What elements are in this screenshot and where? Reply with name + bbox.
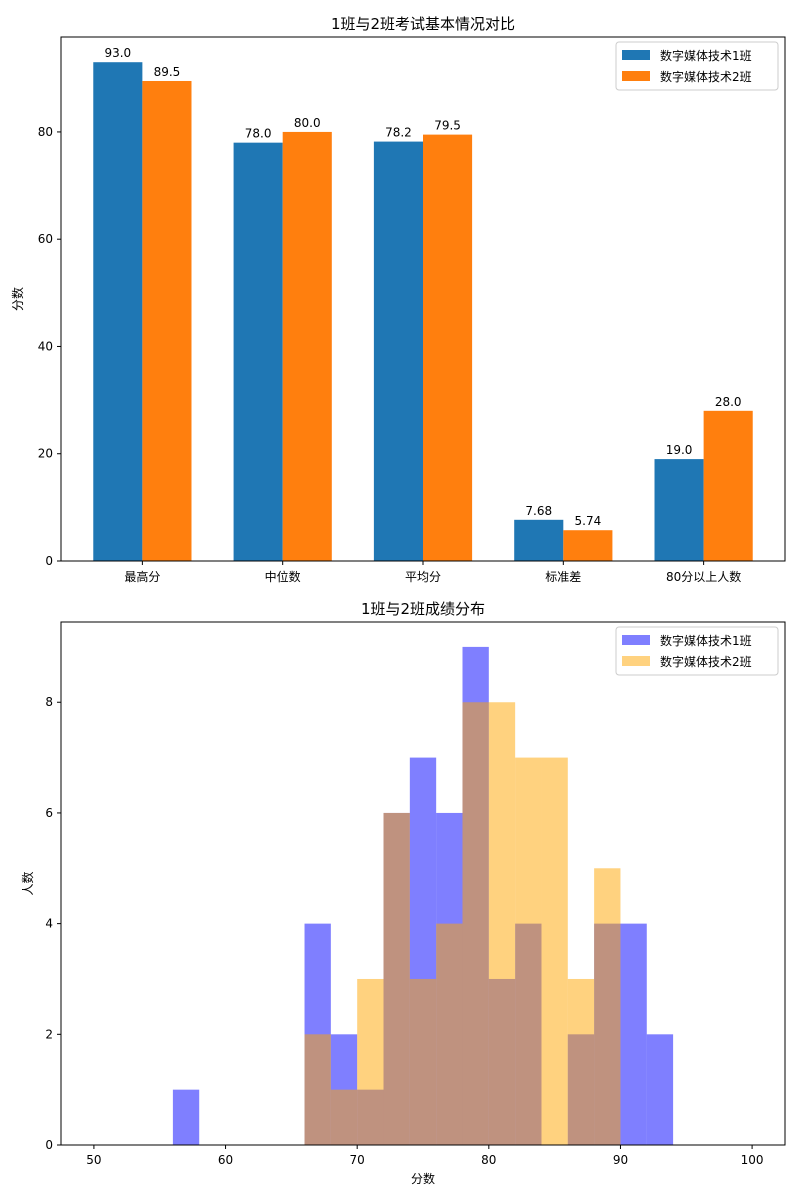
- data-label: 93.0: [104, 46, 131, 60]
- legend-swatch: [622, 71, 650, 81]
- histogram-bar: [515, 757, 542, 1145]
- data-label: 28.0: [715, 395, 742, 409]
- data-label: 78.0: [245, 127, 272, 141]
- legend-label: 数字媒体技术2班: [660, 654, 752, 669]
- y-tick-label: 0: [45, 554, 53, 568]
- axes-frame: [60, 621, 786, 1146]
- legend-box: [615, 626, 779, 676]
- bar: [93, 62, 143, 562]
- histogram-bar: [541, 757, 568, 1145]
- bar: [142, 80, 192, 562]
- histogram-bar: [383, 812, 410, 1145]
- y-tick-label: 20: [38, 447, 53, 461]
- y-tick-label: 8: [45, 695, 53, 709]
- histogram-bar: [567, 978, 595, 1145]
- legend-swatch: [622, 656, 650, 666]
- y-tick-label: 40: [38, 339, 53, 353]
- bar: [703, 410, 753, 561]
- x-tick-label: 最高分: [124, 569, 160, 584]
- bar: [233, 142, 283, 561]
- y-axis-label: 人数: [20, 871, 35, 895]
- data-label: 80.0: [294, 116, 321, 130]
- y-tick-label: 4: [45, 917, 53, 931]
- legend-swatch: [622, 50, 650, 60]
- x-tick-label: 100: [741, 1153, 764, 1167]
- histogram-bar: [330, 1089, 358, 1145]
- legend-label: 数字媒体技术2班: [660, 69, 752, 84]
- bar: [282, 131, 332, 561]
- histogram-bar: [409, 978, 437, 1145]
- bar: [563, 530, 613, 561]
- legend-label: 数字媒体技术1班: [660, 633, 752, 648]
- histogram-bar: [357, 978, 384, 1145]
- bar: [423, 134, 473, 561]
- x-tick-label: 中位数: [265, 569, 301, 584]
- x-tick-label: 80分以上人数: [666, 569, 741, 584]
- histogram-bar: [462, 702, 489, 1145]
- bar: [654, 459, 704, 561]
- data-label: 78.2: [385, 126, 412, 140]
- histogram-bar: [594, 868, 621, 1145]
- x-tick-label: 80: [481, 1153, 496, 1167]
- y-tick-label: 80: [38, 125, 53, 139]
- bar: [373, 141, 423, 562]
- x-tick-label: 90: [613, 1153, 628, 1167]
- histogram-bar: [172, 1089, 200, 1145]
- legend-label: 数字媒体技术1班: [660, 48, 752, 63]
- data-label: 79.5: [434, 119, 461, 133]
- histogram-bar: [620, 923, 647, 1145]
- histogram-bar: [488, 702, 516, 1145]
- y-tick-label: 60: [38, 232, 53, 246]
- x-tick-label: 60: [218, 1153, 233, 1167]
- x-tick-label: 平均分: [405, 570, 441, 584]
- chart-title: 1班与2班成绩分布: [361, 600, 485, 618]
- x-tick-label: 70: [350, 1153, 365, 1167]
- x-tick-label: 标准差: [545, 570, 581, 584]
- data-label: 89.5: [154, 65, 181, 79]
- histogram-bar: [304, 1034, 331, 1145]
- data-label: 5.74: [575, 514, 602, 528]
- y-tick-label: 2: [45, 1027, 53, 1041]
- data-label: 7.68: [525, 504, 552, 518]
- histogram-bar: [436, 923, 463, 1145]
- chart-title: 1班与2班考试基本情况对比: [331, 15, 515, 33]
- legend-box: [615, 41, 779, 91]
- legend-swatch: [622, 635, 650, 645]
- y-axis-label: 分数: [10, 287, 25, 311]
- bar: [514, 519, 564, 561]
- x-tick-label: 50: [86, 1153, 101, 1167]
- histogram-bar: [646, 1034, 674, 1145]
- y-tick-label: 0: [45, 1138, 53, 1152]
- y-tick-label: 6: [45, 806, 53, 820]
- data-label: 19.0: [666, 443, 693, 457]
- x-axis-label: 分数: [411, 1171, 435, 1186]
